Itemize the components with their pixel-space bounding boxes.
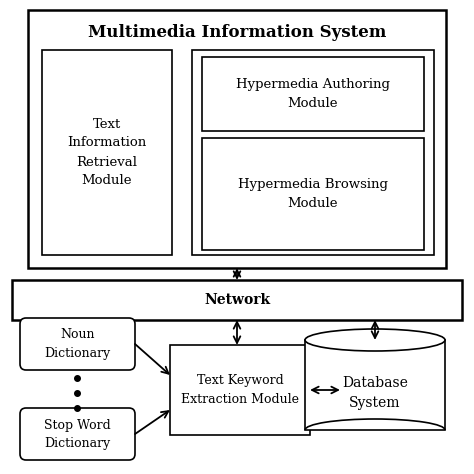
Bar bbox=[202, 138, 424, 250]
Text: Text Keyword
Extraction Module: Text Keyword Extraction Module bbox=[181, 374, 299, 406]
Bar bbox=[42, 50, 172, 255]
Bar bbox=[170, 345, 310, 435]
Text: Multimedia Information System: Multimedia Information System bbox=[88, 24, 386, 41]
Bar bbox=[28, 10, 446, 268]
Bar bbox=[192, 50, 434, 255]
Bar bbox=[202, 57, 424, 131]
FancyBboxPatch shape bbox=[20, 318, 135, 370]
Text: Stop Word
Dictionary: Stop Word Dictionary bbox=[44, 419, 111, 449]
Ellipse shape bbox=[305, 329, 445, 351]
Text: Noun
Dictionary: Noun Dictionary bbox=[45, 328, 110, 359]
FancyBboxPatch shape bbox=[20, 408, 135, 460]
Text: Hypermedia Browsing
Module: Hypermedia Browsing Module bbox=[238, 178, 388, 210]
Text: Database
System: Database System bbox=[342, 376, 408, 410]
Text: Hypermedia Authoring
Module: Hypermedia Authoring Module bbox=[236, 78, 390, 110]
Text: Network: Network bbox=[204, 293, 270, 307]
Bar bbox=[305, 340, 445, 430]
Text: Text
Information
Retrieval
Module: Text Information Retrieval Module bbox=[67, 118, 146, 188]
Bar bbox=[12, 280, 462, 320]
